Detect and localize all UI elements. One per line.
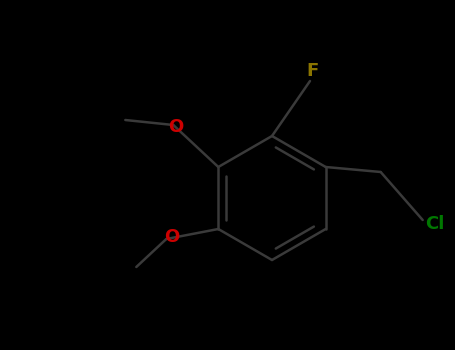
Text: O: O (164, 228, 179, 246)
Text: Cl: Cl (425, 215, 444, 233)
Text: F: F (306, 62, 318, 80)
Text: O: O (168, 118, 183, 136)
